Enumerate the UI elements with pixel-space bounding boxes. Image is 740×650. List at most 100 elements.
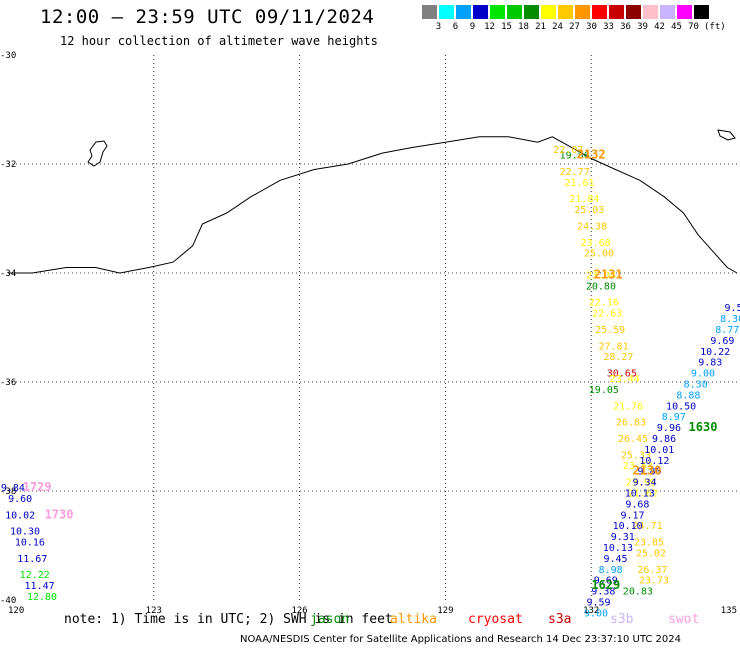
- scale-swatch: [541, 5, 556, 19]
- y-tick-label: -32: [0, 160, 16, 170]
- wave-height-value: 10.02: [5, 510, 35, 521]
- wave-height-value: 23.04: [586, 270, 616, 281]
- x-tick-label: 135: [721, 606, 737, 616]
- scale-swatch: [609, 5, 624, 19]
- wave-height-value: 9.68: [625, 499, 649, 510]
- wave-height-value: 9.69: [594, 576, 618, 587]
- wave-height-value: 25.33: [621, 450, 651, 461]
- wave-height-value: 22.07: [553, 145, 583, 156]
- wave-height-value: 21.62: [628, 488, 658, 499]
- x-tick-label: 129: [437, 606, 453, 616]
- footer-credit: NOAA/NESDIS Center for Satellite Applica…: [240, 634, 682, 645]
- wave-height-value: 19.05: [589, 385, 619, 396]
- y-tick-label: -36: [0, 378, 16, 388]
- wave-height-value: 8.77: [715, 325, 739, 336]
- scale-swatch: [575, 5, 590, 19]
- scale-label: 33: [603, 22, 614, 32]
- page-title: 12:00 – 23:59 UTC 09/11/2024: [40, 6, 375, 28]
- time-label: 1729: [23, 480, 52, 494]
- scale-label: 12: [484, 22, 495, 32]
- wave-height-value: 21.84: [569, 194, 599, 205]
- satellite-legend-swot: swot: [668, 612, 700, 627]
- time-label: 2130: [633, 464, 662, 478]
- scale-swatch: [643, 5, 658, 19]
- wave-height-value: 24.38: [577, 221, 607, 232]
- satellite-legend-s3b: s3b: [610, 612, 634, 627]
- scale-label: 9: [469, 22, 476, 32]
- note-text: note: 1) Time is in UTC; 2) SWH is in fe…: [64, 612, 393, 627]
- scale-label: 42: [654, 22, 665, 32]
- island-outline: [87, 140, 108, 167]
- wave-height-value: 26.45: [618, 434, 648, 445]
- x-tick-label: 126: [291, 606, 307, 616]
- coastline-path: [8, 136, 738, 274]
- coastline: [8, 129, 738, 274]
- wave-height-value: 9.69: [710, 336, 734, 347]
- wave-height-value: 9.86: [652, 434, 676, 445]
- scale-swatch: [626, 5, 641, 19]
- time-label: 2132: [577, 148, 606, 162]
- time-label: 1630: [689, 420, 718, 434]
- wave-height-value: 9.45: [603, 554, 627, 565]
- wave-height-value: 26.37: [637, 565, 667, 576]
- wave-height-value: 23.73: [639, 576, 669, 587]
- scale-label: 21: [535, 22, 546, 32]
- satellite-legend-cryosat: cryosat: [468, 612, 523, 627]
- scale-unit-label: (ft): [704, 22, 726, 32]
- scale-swatch: [456, 5, 471, 19]
- satellite-legend-s3a: s3a: [548, 612, 572, 627]
- wave-height-value: 12.80: [27, 592, 57, 603]
- wave-height-value: 9.60: [8, 494, 32, 505]
- wave-height-value: 25.59: [595, 325, 625, 336]
- wave-height-value: 9.00: [691, 369, 715, 380]
- scale-label: 6: [452, 22, 459, 32]
- scale-swatch: [677, 5, 692, 19]
- wave-height-value: 10.30: [10, 527, 40, 538]
- wave-height-value: 10.22: [700, 347, 730, 358]
- wave-height-value: 9.59: [586, 597, 610, 608]
- scale-label: 3: [435, 22, 442, 32]
- wave-height-value: 9.17: [620, 510, 644, 521]
- wave-height-value: 10.13: [625, 488, 655, 499]
- scale-swatch: [439, 5, 454, 19]
- wave-height-value: 21.76: [613, 401, 643, 412]
- wave-height-value: 23.99: [626, 478, 656, 489]
- scale-swatch: [473, 5, 488, 19]
- scale-swatch: [490, 5, 505, 19]
- scale-label: 36: [620, 22, 631, 32]
- y-tick-label: -34: [0, 269, 16, 279]
- wave-height-value: 23.53: [623, 461, 653, 472]
- y-tick-label: -40: [0, 596, 16, 606]
- wave-height-value: 9.00: [584, 608, 608, 619]
- wave-height-value: 8.30: [720, 314, 740, 325]
- wave-height-value: 9.31: [611, 532, 635, 543]
- scale-swatch: [558, 5, 573, 19]
- time-label: 1629: [591, 578, 620, 592]
- wave-height-value: 22.77: [560, 167, 590, 178]
- scale-swatch: [660, 5, 675, 19]
- wave-height-value: 8.98: [599, 565, 623, 576]
- wave-height-value: 8.88: [676, 390, 700, 401]
- wave-height-value: 23.85: [634, 538, 664, 549]
- wave-height-value: 11.67: [17, 554, 47, 565]
- wave-height-value: 10.13: [603, 543, 633, 554]
- wave-height-value: 28.27: [603, 352, 633, 363]
- wave-height-value: 9.38: [591, 587, 615, 598]
- scale-label: 18: [518, 22, 529, 32]
- wave-height-value: 9.80: [637, 467, 661, 478]
- wave-height-value: 20.80: [586, 281, 616, 292]
- wave-height-value: 19.86: [560, 151, 590, 162]
- scale-swatch: [422, 5, 437, 19]
- x-tick-label: 123: [146, 606, 162, 616]
- wave-height-value: 24.71: [633, 521, 663, 532]
- scale-label: 27: [569, 22, 580, 32]
- time-labels: 2132 2131 1630 2130 1629 1729 1730: [23, 148, 718, 593]
- wave-height-value: 9.57: [724, 303, 740, 314]
- wave-height-value: 23.68: [581, 238, 611, 249]
- satellite-legend: jason altika cryosat s3a s3b swot: [0, 612, 740, 630]
- wave-height-value: 22.16: [589, 298, 619, 309]
- scale-label: 15: [501, 22, 512, 32]
- wave-height-value: 10.12: [639, 456, 669, 467]
- wave-height-value: 10.50: [666, 401, 696, 412]
